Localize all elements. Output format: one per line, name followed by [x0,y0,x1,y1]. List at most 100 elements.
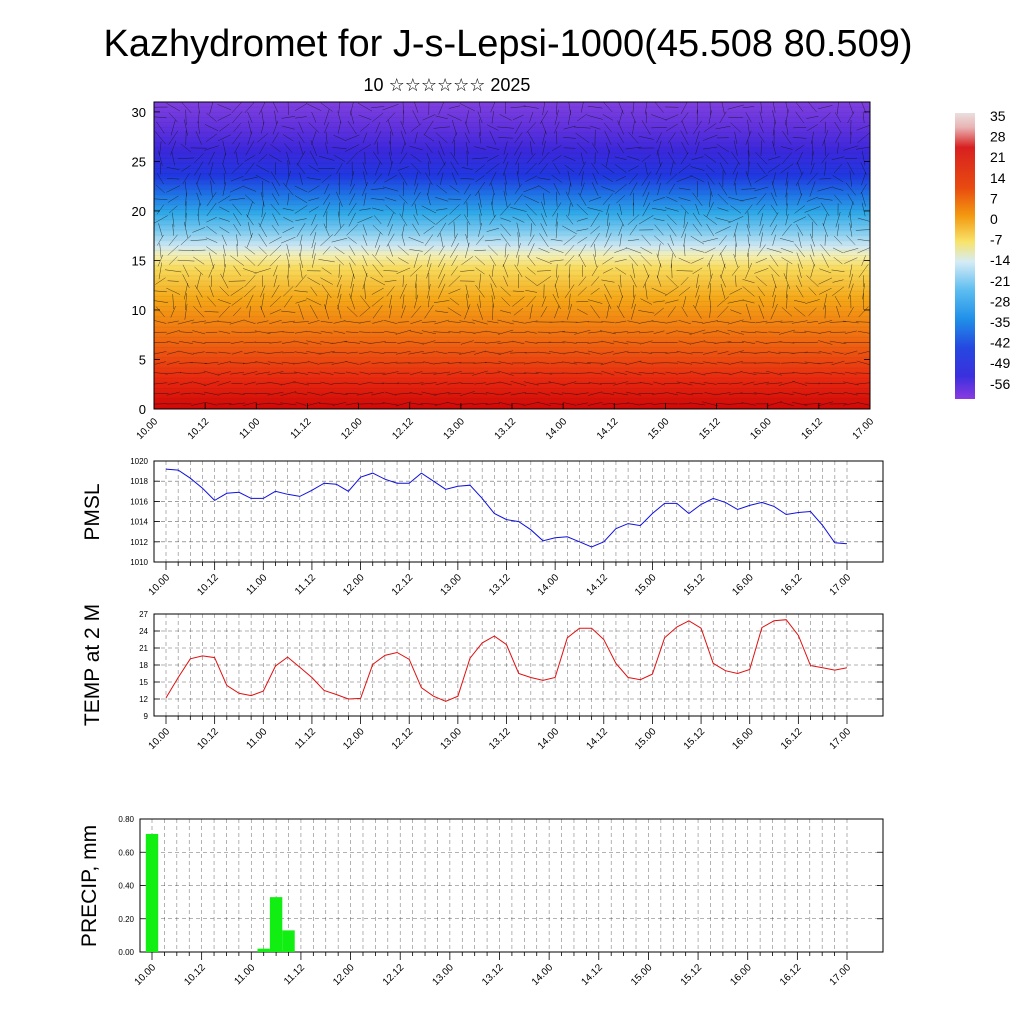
field-x-tick-label: 12.12 [390,416,416,442]
x-tick-label: 13.00 [439,726,465,752]
x-tick-label: 10.00 [133,962,159,988]
field-x-tick-label: 13.12 [493,416,519,442]
colorbar-label: 35 [990,108,1006,124]
field-y-tick-label: 20 [132,204,146,219]
field-x-tick-label: 11.00 [237,416,262,441]
precipitation-panel: 0.00 0.20 0.40 0.60 0.80 10.00 10.12 11.00 11.12… [118,815,884,988]
field-x-tick-label: 13.00 [442,416,468,442]
x-tick-label: 14.12 [584,726,610,752]
x-tick-label: 10.00 [147,572,173,598]
field-x-tick-label: 17.00 [851,416,877,442]
y-tick-label: 0.40 [118,882,134,891]
x-tick-label: 15.00 [629,962,655,988]
colorbar-label: -35 [990,314,1010,330]
y-tick-label: 0.00 [118,948,134,957]
precip-bar [257,948,270,952]
x-tick-label: 12.00 [331,962,357,988]
y-tick-label: 18 [139,661,148,670]
field-y-tick-label: 30 [132,105,146,120]
x-tick-label: 12.00 [341,726,367,752]
x-tick-label: 12.00 [341,572,367,598]
field-y-tick-label: 0 [139,402,146,417]
x-tick-label: 11.00 [244,726,269,751]
y-tick-label: 1012 [130,538,148,547]
x-tick-label: 16.12 [779,572,805,598]
pmsl-panel: 1010 1012 1014 1016 1018 1020 10.00 10.12 11.00 1… [130,457,884,598]
y-tick-label: 0.60 [118,848,134,857]
colorbar-label: -14 [990,252,1010,268]
field-x-tick-label: 15.12 [697,416,723,442]
colorbar-label: -42 [990,335,1010,351]
x-tick-label: 13.12 [487,572,513,598]
chart-title: Kazhydromet for J-s-Lepsi-1000(45.508 80… [103,23,912,65]
colorbar-label: 7 [990,190,998,206]
field-y-tick-label: 5 [139,352,146,367]
x-tick-label: 16.00 [728,962,754,988]
y-tick-label: 24 [139,627,148,636]
y-tick-label: 21 [139,644,148,653]
x-tick-label: 13.12 [487,726,513,752]
precip-bar [145,833,159,952]
temperature-series-line [165,619,848,702]
colorbar-label: 0 [990,211,998,227]
x-tick-label: 13.00 [439,572,465,598]
field-x-tick-label: 14.12 [595,416,621,442]
field-y-tick-label: 15 [132,253,146,268]
x-tick-label: 15.12 [682,726,708,752]
field-x-tick-label: 11.12 [289,416,314,441]
x-tick-label: 11.12 [293,726,318,751]
panel-frame [139,818,884,953]
field-y-tick-label: 25 [132,154,146,169]
field-x-tick-label: 12.00 [339,416,365,442]
x-tick-label: 10.12 [195,572,221,598]
x-tick-label: 11.12 [282,962,307,987]
x-tick-label: 10.00 [147,726,173,752]
x-tick-label: 17.00 [828,726,854,752]
temperature-field [154,102,870,409]
x-tick-label: 14.12 [579,962,605,988]
x-tick-label: 11.12 [293,572,318,597]
x-tick-label: 13.12 [480,962,506,988]
x-tick-label: 12.12 [390,572,416,598]
colorbar-label: 21 [990,149,1006,165]
x-tick-label: 14.00 [530,962,556,988]
colorbar: 35 28 21 14 7 0 -7 -14 -21 -28 -35 -42 -49 -56 [955,108,1010,399]
field-x-tick-label: 10.12 [186,416,212,442]
field-x-tick-label: 16.12 [800,416,826,442]
colorbar-label: -56 [990,376,1010,392]
y-tick-label: 1018 [130,477,148,486]
colorbar-gradient [955,113,975,399]
temperature-axis-label: TEMP at 2 M [81,604,104,726]
temperature-panel: 9 12 15 18 21 24 27 10.00 10.12 11.00 11.12 12.00 12… [139,610,884,752]
colorbar-label: 28 [990,129,1006,145]
y-tick-label: 12 [139,695,148,704]
x-tick-label: 17.00 [828,572,854,598]
x-tick-label: 15.00 [633,572,659,598]
y-tick-label: 15 [139,678,148,687]
x-tick-label: 12.12 [390,726,416,752]
x-tick-label: 15.12 [679,962,705,988]
x-tick-label: 17.00 [828,962,854,988]
x-tick-label: 10.12 [182,962,208,988]
colorbar-label: -21 [990,273,1010,289]
x-tick-label: 16.00 [730,726,756,752]
x-tick-label: 14.00 [536,572,562,598]
precip-bar [269,897,283,952]
field-x-tick-label: 15.00 [646,416,672,442]
x-tick-label: 12.12 [381,962,407,988]
x-tick-label: 10.12 [195,726,221,752]
chart-subtitle: 10 ☆☆☆☆☆☆ 2025 [364,75,531,95]
x-tick-label: 11.00 [232,962,257,987]
colorbar-label: 14 [990,170,1006,186]
x-tick-label: 15.00 [633,726,659,752]
x-tick-label: 13.00 [431,962,457,988]
y-tick-label: 27 [139,610,148,619]
colorbar-label: -49 [990,355,1010,371]
y-tick-label: 1016 [130,497,148,506]
field-x-tick-label: 10.00 [135,416,161,442]
x-tick-label: 14.12 [584,572,610,598]
y-tick-label: 1014 [130,518,148,527]
x-tick-label: 16.12 [779,726,805,752]
y-tick-label: 1010 [130,558,148,567]
